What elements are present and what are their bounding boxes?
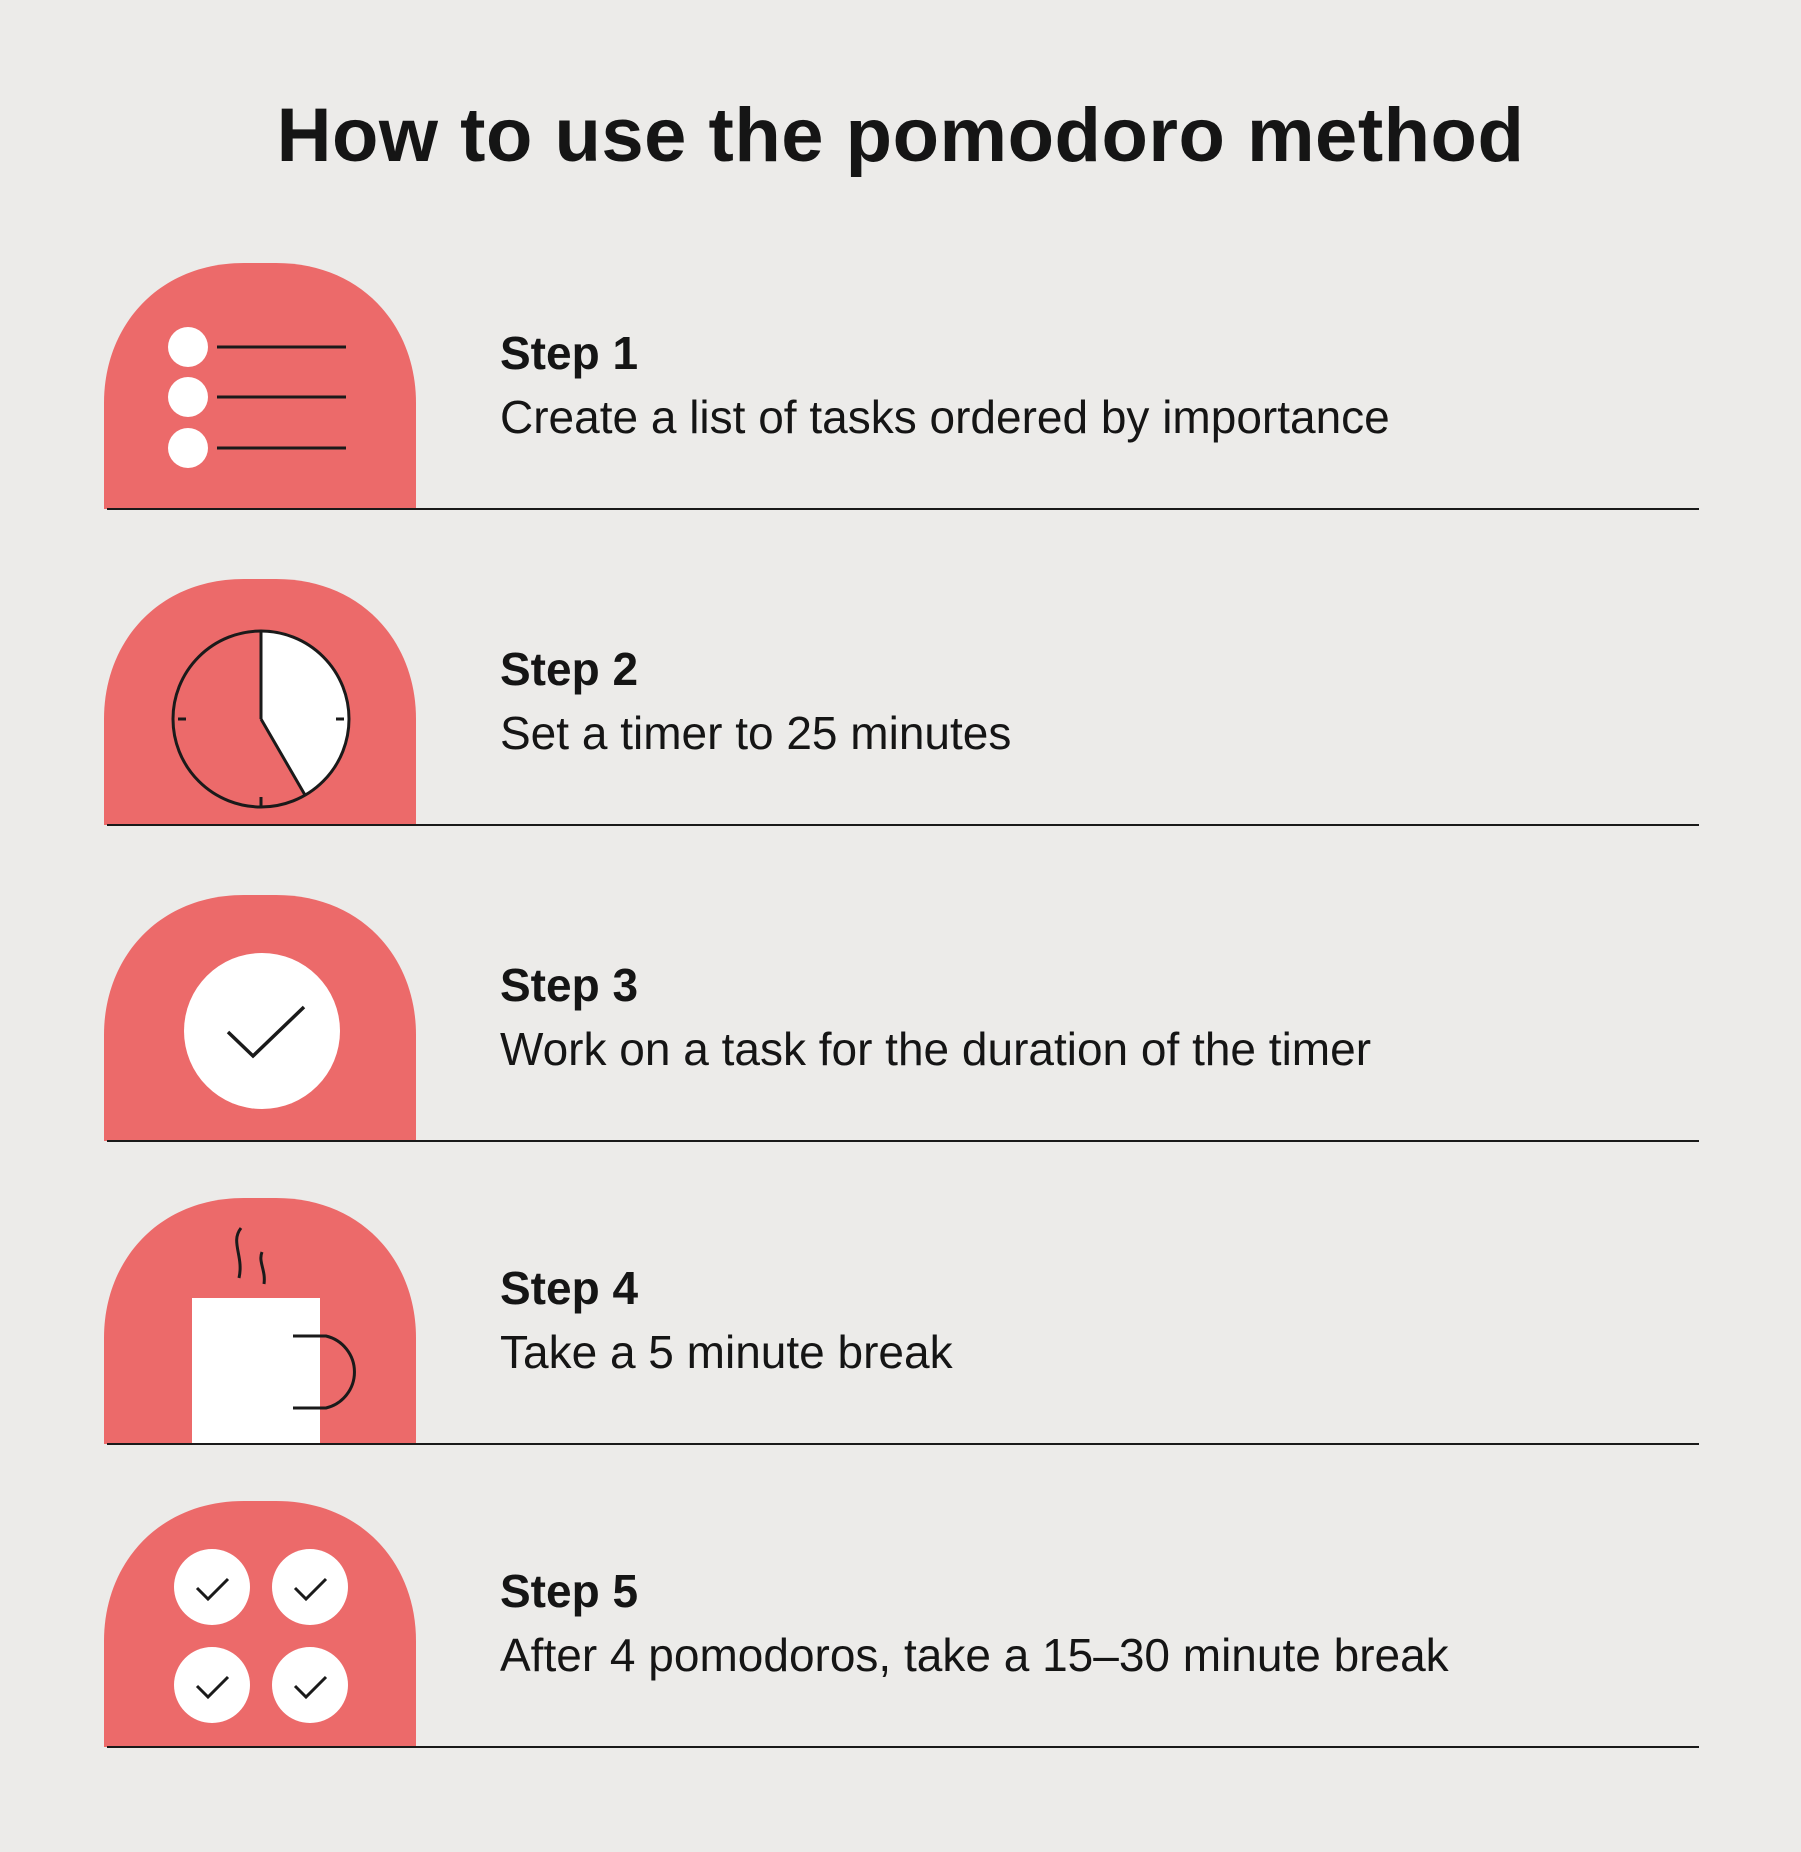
step-5-title: Step 5 xyxy=(500,1565,639,1617)
step-2-divider xyxy=(107,824,1699,826)
step-2: Step 2 Set a timer to 25 minutes xyxy=(0,579,1801,895)
timer-icon xyxy=(104,579,416,825)
step-4-description: Take a 5 minute break xyxy=(500,1326,953,1378)
step-3-divider xyxy=(107,1140,1699,1142)
task-list-icon xyxy=(104,263,416,509)
step-1-description: Create a list of tasks ordered by import… xyxy=(500,391,1390,443)
step-3-title: Step 3 xyxy=(500,959,639,1011)
step-5-divider xyxy=(107,1746,1699,1748)
step-4-title: Step 4 xyxy=(500,1262,639,1314)
step-4-divider xyxy=(107,1443,1699,1445)
step-3: Step 3 Work on a task for the duration o… xyxy=(0,895,1801,1211)
step-5-description: After 4 pomodoros, take a 15–30 minute b… xyxy=(500,1629,1449,1681)
step-3-description: Work on a task for the duration of the t… xyxy=(500,1023,1372,1075)
step-1-divider xyxy=(107,508,1699,510)
step-1: Step 1 Create a list of tasks ordered by… xyxy=(0,263,1801,579)
coffee-mug-icon xyxy=(104,1198,416,1444)
four-checkmarks-icon xyxy=(104,1501,416,1747)
checkmark-icon xyxy=(104,895,416,1141)
step-2-title: Step 2 xyxy=(500,643,639,695)
step-1-title: Step 1 xyxy=(500,327,639,379)
step-2-description: Set a timer to 25 minutes xyxy=(500,707,1012,759)
step-5: Step 5 After 4 pomodoros, take a 15–30 m… xyxy=(0,1501,1801,1817)
page-title: How to use the pomodoro method xyxy=(276,93,1525,178)
step-4: Step 4 Take a 5 minute break xyxy=(0,1198,1801,1514)
